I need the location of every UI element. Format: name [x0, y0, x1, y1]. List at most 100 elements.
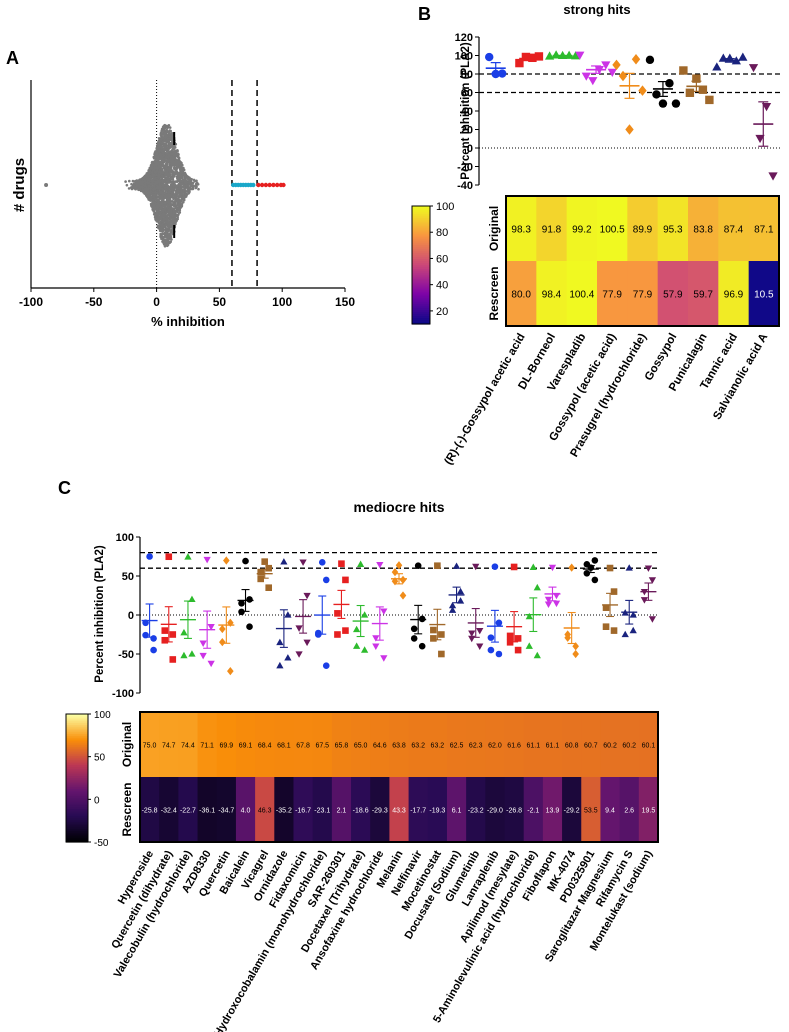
- b-heatmap-value: 80.0: [511, 290, 531, 301]
- b-colorbar-segment: [412, 263, 430, 266]
- c-colorbar-segment: [66, 735, 88, 739]
- b-colorbar-segment: [412, 276, 430, 280]
- a-x-axis-title: % inhibition: [151, 314, 225, 329]
- c-colorbar-segment: [66, 814, 88, 817]
- c-heatmap-cell: [216, 777, 237, 843]
- b-colorbar-segment: [412, 312, 430, 315]
- b-colorbar-segment: [412, 209, 430, 213]
- a-point: [171, 132, 174, 135]
- b-colorbar-segment: [412, 296, 430, 300]
- a-x-tick-label: 0: [153, 295, 160, 309]
- c-colorbar-tick-label: 50: [94, 753, 106, 764]
- b-y-tick-label: 60: [461, 88, 473, 100]
- b-series-7: [679, 66, 714, 105]
- c-data-point: [257, 575, 265, 583]
- b-heatmap-cell: [566, 196, 598, 262]
- a-point: [169, 221, 172, 225]
- c-data-point: [399, 575, 407, 585]
- a-point: [184, 175, 187, 179]
- c-colorbar-segment: [66, 816, 88, 819]
- b-colorbar-segment: [412, 221, 430, 225]
- c-data-point: [468, 630, 476, 637]
- c-data-point: [342, 627, 349, 634]
- b-colorbar-segment: [412, 302, 430, 305]
- c-series-6: [237, 557, 254, 630]
- c-data-point: [648, 577, 657, 584]
- a-point: [139, 185, 143, 189]
- a-point: [173, 167, 176, 171]
- c-heatmap-cell: [600, 777, 621, 843]
- c-colorbar-segment: [66, 825, 88, 828]
- a-point: [162, 219, 165, 223]
- b-colorbar-segment: [412, 229, 430, 233]
- c-series-9: [295, 559, 312, 658]
- b-heatmap-cell: [597, 196, 628, 262]
- b-data-point: [738, 52, 748, 61]
- c-data-point: [468, 635, 476, 643]
- a-point: [154, 180, 158, 184]
- c-data-point: [380, 655, 388, 662]
- c-heatmap-cell: [274, 777, 294, 843]
- b-colorbar-segment: [412, 251, 430, 254]
- c-heatmap-value: -19.3: [429, 808, 445, 815]
- a-point: [158, 144, 161, 147]
- c-data-point: [295, 625, 303, 632]
- b-colorbar-segment: [412, 284, 430, 288]
- c-data-point: [552, 600, 561, 608]
- c-data-point: [180, 628, 188, 636]
- c-heatmap-value: -22.7: [180, 808, 196, 815]
- b-colorbar-segment: [412, 217, 430, 221]
- a-point: [153, 182, 156, 186]
- c-data-point: [203, 556, 211, 564]
- a-point: [164, 156, 168, 159]
- b-heatmap-cell: [506, 261, 537, 327]
- a-point: [168, 162, 171, 165]
- b-heatmap-cell: [506, 196, 537, 262]
- c-data-point: [564, 630, 571, 639]
- a-point: [161, 188, 165, 192]
- c-heatmap-value: -36.1: [199, 808, 215, 815]
- b-colorbar-segment: [412, 247, 430, 250]
- c-heatmap-value: 60.8: [565, 743, 579, 750]
- c-heatmap-value: 62.5: [450, 743, 464, 750]
- c-data-point: [448, 601, 457, 609]
- a-point: [137, 184, 140, 188]
- c-heatmap-value: 61.1: [526, 743, 540, 750]
- c-colorbar-segment: [66, 765, 88, 768]
- a-point: [157, 224, 161, 227]
- c-heatmap-value: -26.8: [506, 808, 522, 815]
- a-point: [156, 212, 159, 216]
- c-data-point: [430, 626, 437, 634]
- b-heatmap-value: 10.5: [754, 290, 774, 301]
- c-data-point: [583, 561, 591, 568]
- b-heatmap-cell: [688, 261, 719, 327]
- c-colorbar-segment: [66, 820, 88, 823]
- b-colorbar-segment: [412, 211, 430, 215]
- a-point-above-80: [281, 182, 286, 188]
- a-point: [162, 204, 165, 208]
- c-heatmap-value: 60.7: [584, 743, 598, 750]
- c-data-point: [265, 564, 273, 572]
- a-point-above-80: [259, 182, 265, 188]
- c-data-point: [629, 611, 637, 618]
- a-point: [160, 167, 163, 171]
- c-colorbar-segment: [66, 834, 88, 838]
- c-data-point: [476, 627, 484, 635]
- c-series-20: [506, 563, 523, 654]
- a-point-60-80: [251, 182, 256, 188]
- a-point: [169, 219, 172, 223]
- b-heatmap-value: 98.4: [542, 290, 562, 301]
- c-colorbar-segment: [66, 728, 88, 732]
- c-heatmap-cell: [140, 777, 160, 843]
- a-point: [152, 177, 155, 181]
- c-colorbar-segment: [66, 743, 88, 746]
- c-colorbar-segment: [66, 794, 88, 797]
- a-point: [162, 194, 165, 197]
- a-point: [169, 145, 172, 149]
- b-heatmap-cell: [566, 261, 598, 327]
- b-y-tick-label: 100: [455, 51, 473, 63]
- c-heatmap-cell: [370, 712, 390, 778]
- a-point: [161, 178, 164, 182]
- c-heatmap-cell: [427, 777, 448, 843]
